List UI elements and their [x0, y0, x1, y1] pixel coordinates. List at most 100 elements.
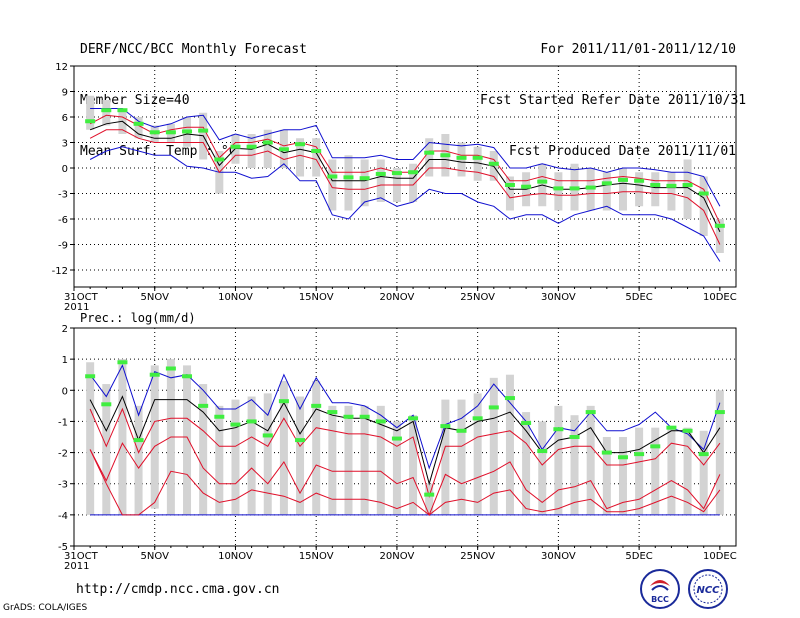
ncc-logo-text: NCC — [696, 585, 720, 596]
ensemble-range-bar — [183, 365, 192, 515]
observation-marker — [391, 171, 402, 176]
x-tick-label: 30NOV — [541, 292, 576, 303]
observation-marker — [617, 455, 628, 460]
x-tick-label: 10NOV — [218, 551, 253, 562]
observation-marker — [504, 183, 515, 187]
observation-marker — [165, 130, 176, 135]
observation-marker — [456, 428, 467, 433]
ensemble-range-bar — [554, 172, 563, 211]
ensemble-range-bar — [215, 405, 224, 515]
ensemble-range-bar — [473, 393, 482, 515]
ensemble-range-bar — [441, 399, 450, 515]
produced-date: Fcst Produced Date 2011/11/01 — [509, 144, 736, 159]
observation-marker — [634, 178, 645, 183]
observation-marker — [278, 399, 289, 404]
ensemble-range-bar — [360, 405, 369, 515]
x-tick-label: 5DEC — [625, 292, 652, 303]
observation-marker — [521, 420, 532, 425]
observation-marker — [327, 174, 338, 179]
lower-spread-line — [89, 436, 721, 517]
observation-marker — [666, 425, 677, 430]
upper-envelope-line — [90, 108, 721, 207]
x-tick-label: 25NOV — [460, 551, 495, 562]
y-tick-label: -12 — [52, 266, 68, 277]
ensemble-range-bar — [473, 146, 482, 181]
observation-marker — [133, 438, 144, 443]
ensemble-range-bar — [699, 176, 708, 236]
x-tick-label: 31OCT — [64, 551, 99, 562]
observation-marker — [182, 374, 193, 379]
ensemble-range-bar — [635, 172, 644, 207]
observation-marker — [569, 186, 580, 191]
ensemble-range-bar — [522, 412, 531, 515]
ensemble-range-bar — [328, 159, 337, 211]
ncc-logo: NCC — [688, 569, 728, 609]
ensemble-range-bar — [312, 138, 321, 177]
ensemble-range-bar — [505, 176, 514, 211]
observation-marker — [666, 183, 677, 188]
observation-marker — [198, 403, 209, 408]
y-tick-label: -2 — [58, 449, 68, 460]
ensemble-range-bar — [344, 155, 353, 211]
x-tick-label: 20NOV — [380, 551, 415, 562]
ensemble-range-bar — [409, 415, 418, 515]
grads-credit: GrADS: COLA/IGES — [3, 603, 88, 613]
observation-marker — [504, 396, 515, 401]
observation-marker — [214, 414, 225, 419]
plot-frame — [73, 65, 737, 288]
ensemble-range-bar — [392, 421, 401, 515]
ensemble-range-bar — [667, 427, 676, 515]
x-tick-label: 20NOV — [380, 292, 415, 303]
x-tick-label: 31OCT — [64, 292, 99, 303]
ensemble-range-bar — [554, 405, 563, 515]
ensemble-range-bar — [279, 380, 288, 515]
forecast-title: DERF/NCC/BCC Monthly Forecast — [80, 42, 307, 57]
ensemble-range-bar — [102, 384, 111, 515]
observation-marker — [714, 223, 725, 228]
ensemble-range-bar — [715, 219, 724, 253]
x-tick-year-label: 2011 — [64, 561, 89, 572]
upper-spread-line — [89, 407, 721, 498]
ensemble-range-bar — [618, 168, 627, 211]
observation-marker — [537, 179, 548, 184]
observation-marker — [424, 150, 435, 155]
x-tick-label: 10NOV — [218, 292, 253, 303]
observation-marker — [101, 402, 112, 407]
ensemble-range-bar — [263, 129, 272, 168]
y-tick-label: -4 — [58, 511, 68, 522]
bcc-logo-text: BCC — [651, 595, 669, 604]
observation-marker — [650, 444, 661, 449]
ensemble-range-bar — [247, 396, 256, 515]
observation-marker — [311, 403, 322, 408]
header-right: For 2011/11/01-2011/12/10 Fcst Started R… — [480, 10, 746, 179]
observation-marker — [488, 161, 499, 166]
observation-marker — [601, 181, 612, 186]
observation-marker — [295, 438, 306, 443]
website-url: http://cmdp.ncc.cma.gov.cn — [76, 582, 280, 597]
observation-marker — [440, 153, 451, 158]
x-tick-label: 10DEC — [703, 292, 737, 303]
observation-marker — [117, 108, 128, 113]
ensemble-range-bar — [425, 138, 434, 177]
observation-marker — [262, 140, 273, 145]
y-tick-label: 3 — [62, 139, 68, 150]
ensemble-range-bar — [505, 374, 514, 515]
ensemble-mean-line — [89, 395, 721, 486]
observation-marker — [149, 130, 160, 135]
observation-marker — [521, 184, 532, 189]
y-tick-label: -3 — [58, 480, 68, 491]
ensemble-range-bar — [570, 415, 579, 515]
observation-marker — [456, 155, 467, 160]
observation-marker — [714, 410, 725, 415]
observation-marker — [698, 452, 709, 457]
ensemble-range-bar — [86, 362, 95, 515]
y-tick-label: 0 — [62, 164, 68, 175]
observation-marker — [359, 414, 370, 419]
ensemble-range-bar — [360, 159, 369, 207]
agency-logos: BCC NCC — [640, 569, 728, 609]
ensemble-range-bar — [715, 390, 724, 515]
ensemble-range-bar — [328, 405, 337, 515]
observation-marker — [634, 452, 645, 457]
observation-marker — [391, 436, 402, 441]
observation-marker — [585, 410, 596, 415]
